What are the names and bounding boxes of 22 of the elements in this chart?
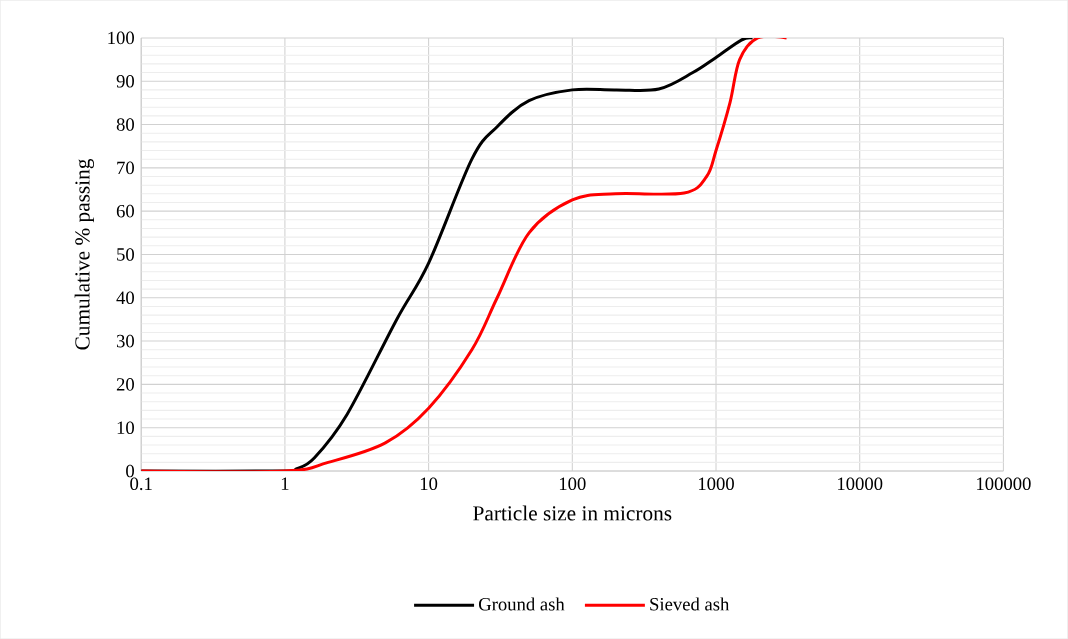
y-tick-label: 60 [116, 204, 134, 218]
y-tick-label: 70 [117, 161, 134, 175]
y-tick-label: 10 [117, 421, 134, 434]
x-tick-label: 10 [420, 477, 438, 491]
x-tick-label: 10000 [838, 477, 883, 491]
x-axis-title: Particle size in microns [473, 505, 672, 521]
x-tick-label: 100000 [977, 477, 1031, 491]
y-tick-label: 50 [117, 248, 134, 261]
y-tick-label: 0 [126, 464, 134, 478]
y-tick-label: 80 [116, 118, 134, 131]
x-tick-label: 100 [559, 477, 586, 491]
x-tick-label: 0.1 [130, 477, 152, 491]
y-tick-label: 40 [116, 291, 134, 304]
x-tick-label: 1000 [698, 477, 734, 491]
x-tick-label: 1 [281, 477, 289, 490]
y-tick-label: 100 [108, 31, 134, 45]
y-tick-label: 30 [116, 334, 134, 348]
y-tick-label: 90 [116, 74, 134, 88]
y-tick-label: 20 [116, 378, 134, 391]
legend-label: Ground ash [479, 597, 565, 611]
legend-label: Sieved ash [650, 597, 730, 611]
y-axis-title: Cumulative % passing [74, 158, 95, 350]
